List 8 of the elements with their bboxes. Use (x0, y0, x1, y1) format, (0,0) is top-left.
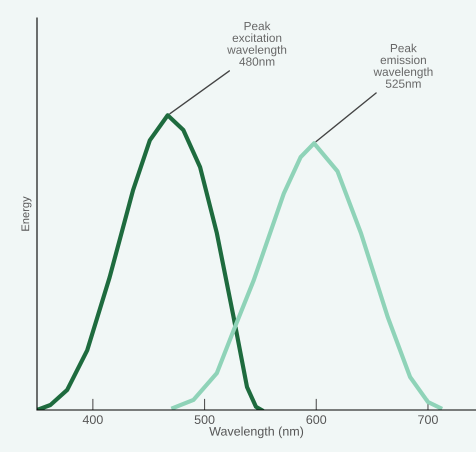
x-axis-title: Wavelength (nm) (209, 426, 304, 438)
y-axis-title: Energy (21, 196, 32, 231)
annotation: Peak emission wavelength 525nm (374, 44, 432, 88)
x-tick-label: 600 (306, 415, 326, 424)
x-tick-label: 400 (82, 415, 103, 424)
x-tick-label: 700 (418, 415, 438, 424)
annotation: Peak excitation wavelength 480nm (227, 22, 286, 66)
x-tick-label: 500 (194, 415, 214, 424)
